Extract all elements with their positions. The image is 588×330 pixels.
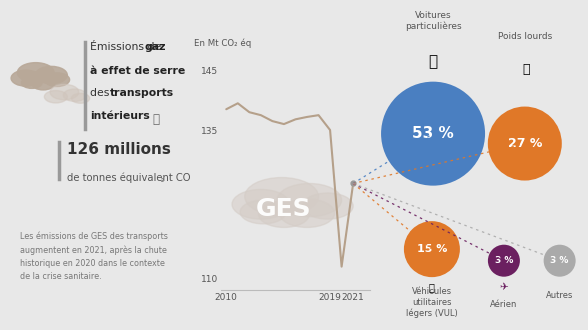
Circle shape <box>64 89 86 101</box>
Circle shape <box>44 73 69 86</box>
Text: de tonnes équivalent CO: de tonnes équivalent CO <box>67 173 191 183</box>
Text: 3 %: 3 % <box>495 256 513 265</box>
Text: Aérien: Aérien <box>490 300 517 309</box>
Circle shape <box>302 193 353 219</box>
Text: En Mt CO₂ éq: En Mt CO₂ éq <box>193 39 250 48</box>
Ellipse shape <box>544 245 576 277</box>
Ellipse shape <box>404 221 460 277</box>
Ellipse shape <box>488 107 562 181</box>
Circle shape <box>245 178 319 215</box>
Text: GES: GES <box>256 197 312 221</box>
Text: 27 %: 27 % <box>507 137 542 150</box>
Circle shape <box>232 189 290 219</box>
Text: Poids lourds: Poids lourds <box>497 32 552 41</box>
Text: ✈: ✈ <box>500 282 508 292</box>
Text: Autres: Autres <box>546 291 573 300</box>
Circle shape <box>18 63 54 82</box>
Text: des: des <box>91 88 113 98</box>
Circle shape <box>11 70 41 86</box>
Text: 3 %: 3 % <box>550 256 569 265</box>
Text: ₂: ₂ <box>161 175 163 184</box>
Circle shape <box>32 78 55 90</box>
Text: Voitures
particulières: Voitures particulières <box>405 11 462 31</box>
Circle shape <box>259 201 309 227</box>
Text: Émissions de: Émissions de <box>91 43 165 52</box>
Circle shape <box>35 66 67 84</box>
Text: 🚐: 🚐 <box>429 282 435 292</box>
Text: Véhicules
utilitaires
légers (VUL): Véhicules utilitaires légers (VUL) <box>406 286 458 318</box>
Text: à effet de serre: à effet de serre <box>91 66 186 76</box>
Text: intérieurs: intérieurs <box>91 111 150 121</box>
Ellipse shape <box>488 245 520 277</box>
Text: 53 %: 53 % <box>412 126 454 141</box>
Circle shape <box>277 183 342 217</box>
Circle shape <box>240 200 286 224</box>
Circle shape <box>50 84 79 100</box>
Text: 🚛: 🚛 <box>522 63 530 76</box>
Circle shape <box>279 199 335 227</box>
Text: gaz: gaz <box>144 43 166 52</box>
Text: transports: transports <box>110 88 174 98</box>
Text: 15 %: 15 % <box>417 244 447 254</box>
Text: 🚙: 🚙 <box>429 54 437 69</box>
Ellipse shape <box>381 82 485 186</box>
Circle shape <box>44 90 67 103</box>
Circle shape <box>71 93 90 103</box>
Circle shape <box>21 77 42 88</box>
Text: 🚗: 🚗 <box>152 113 159 126</box>
Text: Les émissions de GES des transports
augmentent en 2021, après la chute
historiqu: Les émissions de GES des transports augm… <box>19 232 168 280</box>
Text: 126 millions: 126 millions <box>67 142 171 157</box>
